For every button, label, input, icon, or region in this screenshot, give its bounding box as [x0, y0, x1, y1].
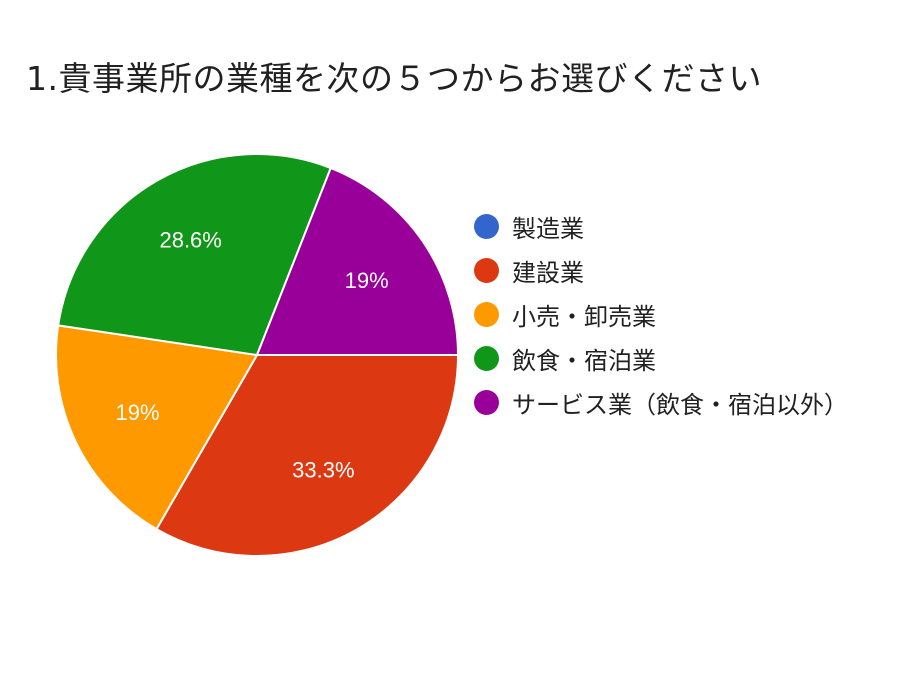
- legend-label: 建設業: [512, 258, 584, 287]
- pie-data-labels: 33.3% 19% 28.6% 19%: [116, 228, 389, 483]
- pie-slices: [55, 153, 459, 557]
- chart-legend: 製造業建設業小売・卸売業 飲食・宿泊業サービス業（飲食・宿泊以外）: [474, 204, 848, 424]
- legend-label: 製造業: [512, 214, 584, 243]
- pie-slice-3: [55, 324, 258, 531]
- legend-item-5: サービス業（飲食・宿泊以外）: [474, 380, 848, 424]
- slice-data-label-4: 28.6%: [159, 228, 221, 253]
- slice-data-label-3: 19%: [116, 400, 160, 425]
- legend-swatch-icon: [474, 301, 499, 327]
- legend-swatch-icon: [474, 257, 499, 283]
- legend-swatch-icon: [474, 389, 499, 415]
- legend-item-3: 小売・卸売業: [474, 292, 848, 336]
- legend-label: サービス業（飲食・宿泊以外）: [512, 390, 848, 419]
- legend-item-2: 建設業: [474, 248, 848, 292]
- chart-title: 1.貴事業所の業種を次の５つからお選びください: [26, 59, 762, 98]
- legend-item-1: 製造業: [474, 204, 848, 248]
- pie-slice-2: [155, 354, 459, 557]
- legend-swatch-icon: [474, 345, 499, 371]
- slice-data-label-2: 33.3%: [292, 457, 354, 482]
- slice-data-label-5: 19%: [345, 268, 389, 293]
- legend-swatch-icon: [474, 213, 499, 239]
- pie-slice-5: [256, 167, 459, 356]
- legend-item-4: 飲食・宿泊業: [474, 336, 848, 380]
- legend-label: 飲食・宿泊業: [512, 346, 656, 375]
- pie-slice-4: [57, 153, 332, 356]
- legend-label: 小売・卸売業: [512, 302, 656, 331]
